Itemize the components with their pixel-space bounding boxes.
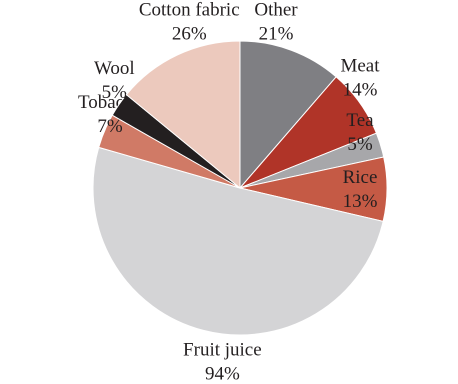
label-value: 13% (343, 191, 378, 212)
label-value: 26% (172, 23, 207, 44)
pie-slice (239, 40, 337, 190)
slice-label: Cotton fabric 26% (139, 0, 240, 44)
slice-label: Fruit juice 94% (183, 339, 262, 384)
label-name: Fruit juice (183, 339, 262, 360)
label-value: 7% (97, 116, 123, 137)
label-name: Wool (94, 58, 135, 79)
label-value: 14% (343, 80, 378, 101)
label-value: 21% (259, 23, 294, 44)
label-value: 94% (205, 363, 240, 384)
slice-label: Wool 5% (94, 58, 135, 103)
pie-slice (125, 40, 241, 190)
slice-label: Tea 5% (346, 110, 374, 155)
label-name: Meat (340, 56, 380, 77)
label-name: Rice (343, 167, 378, 188)
label-name: Cotton fabric (139, 0, 240, 20)
label-name: Tea (346, 110, 374, 131)
slice-label: Meat 14% (340, 56, 380, 101)
label-value: 5% (347, 134, 373, 155)
slice-label: Rice 13% (343, 167, 378, 212)
slice-label: Other 21% (254, 0, 298, 44)
label-value: 5% (102, 82, 128, 103)
pie-slice (92, 146, 384, 336)
label-name: Other (254, 0, 298, 20)
